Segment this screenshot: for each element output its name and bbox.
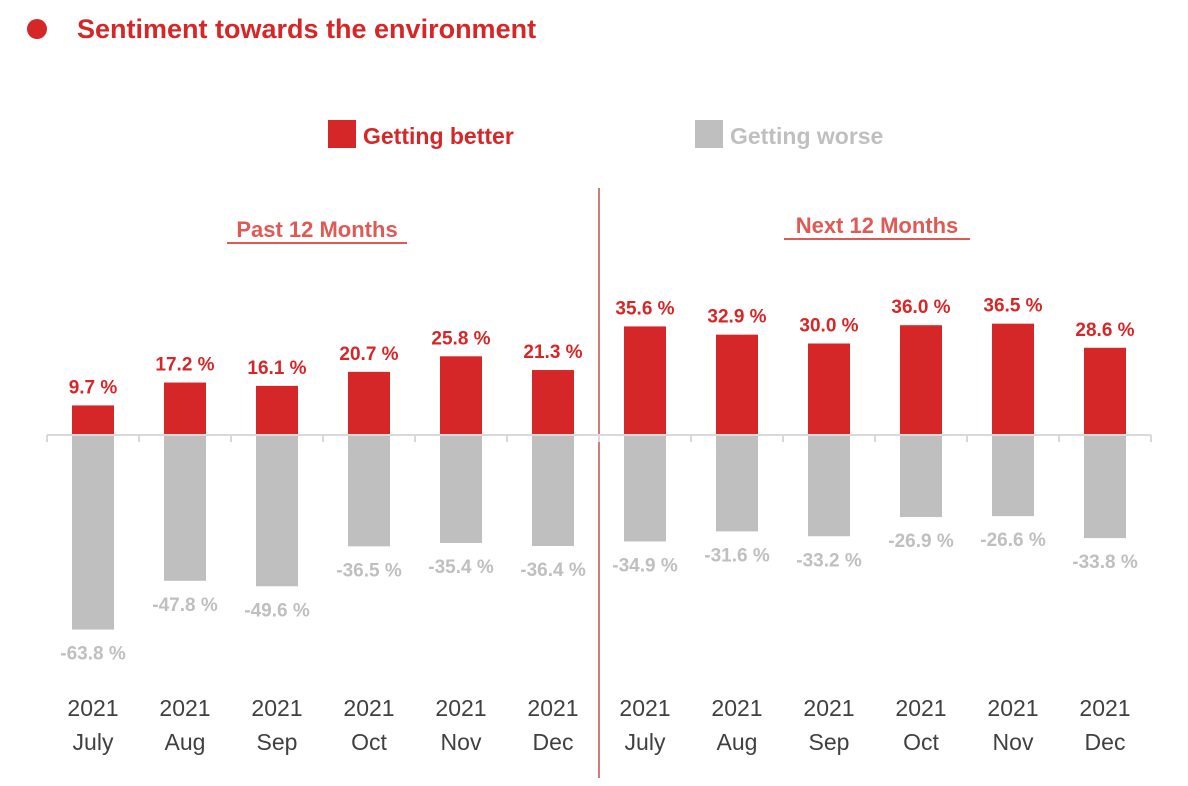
- label-getting-worse: -36.5 %: [336, 560, 402, 581]
- label-getting-better: 16.1 %: [247, 358, 306, 379]
- bar-getting-better: [440, 356, 482, 435]
- bar-getting-worse: [624, 435, 666, 542]
- tick-label-year: 2021: [619, 695, 670, 721]
- tick-label-month: Aug: [165, 729, 206, 755]
- tick-label-month: Dec: [533, 729, 574, 755]
- label-getting-worse: -36.4 %: [520, 560, 586, 581]
- tick-label-month: Nov: [441, 729, 482, 755]
- tick-label-month: Oct: [903, 729, 939, 755]
- bar-getting-worse: [440, 435, 482, 543]
- label-getting-worse: -26.9 %: [888, 531, 954, 552]
- label-getting-better: 32.9 %: [707, 307, 766, 328]
- label-getting-better: 36.5 %: [983, 296, 1042, 317]
- tick-label-month: July: [625, 729, 666, 755]
- label-getting-better: 30.0 %: [799, 316, 858, 337]
- bar-getting-better: [808, 343, 850, 435]
- label-getting-worse: -49.6 %: [244, 600, 310, 621]
- tick-label-year: 2021: [527, 695, 578, 721]
- category-labels: 2021 July 2021 Aug 2021 Sep 2021 Oct 2021 Nov 2021…: [67, 695, 1130, 755]
- value-labels: 9.7 % -63.8 % 17.2 % -47.8 % 16.1 % -49.6 % 20…: [60, 296, 1138, 665]
- title-bullet-icon: [27, 19, 47, 39]
- legend-worse-label: Getting worse: [730, 123, 883, 149]
- better-bars: [72, 323, 1126, 435]
- label-getting-better: 17.2 %: [155, 355, 214, 376]
- bar-getting-worse: [532, 435, 574, 547]
- bar-getting-better: [72, 405, 114, 435]
- tick-label-month: July: [73, 729, 114, 755]
- tick-label-month: Nov: [993, 729, 1034, 755]
- label-getting-better: 36.0 %: [891, 297, 950, 318]
- bar-getting-worse: [1084, 435, 1126, 539]
- tick-label-month: Aug: [717, 729, 758, 755]
- tick-label-year: 2021: [1079, 695, 1130, 721]
- label-getting-worse: -26.6 %: [980, 530, 1046, 551]
- legend-better-label: Getting better: [363, 123, 514, 149]
- label-getting-worse: -47.8 %: [152, 595, 218, 616]
- bar-getting-better: [1084, 347, 1126, 435]
- zero-axis: [46, 434, 1152, 442]
- legend-better-swatch: [328, 120, 356, 148]
- bar-getting-better: [348, 371, 390, 435]
- tick-label-year: 2021: [987, 695, 1038, 721]
- bar-getting-better: [992, 323, 1034, 435]
- bar-getting-worse: [716, 435, 758, 532]
- section-past-label: Past 12 Months: [236, 217, 397, 242]
- bar-getting-better: [900, 325, 942, 435]
- legend-worse-swatch: [695, 120, 723, 148]
- tick-label-year: 2021: [803, 695, 854, 721]
- bar-getting-worse: [992, 435, 1034, 517]
- tick-label-month: Oct: [351, 729, 387, 755]
- tick-label-year: 2021: [343, 695, 394, 721]
- bar-getting-worse: [164, 435, 206, 581]
- tick-label-year: 2021: [895, 695, 946, 721]
- tick-label-month: Sep: [257, 729, 298, 755]
- label-getting-worse: -34.9 %: [612, 555, 678, 576]
- tick-label-month: Dec: [1085, 729, 1126, 755]
- label-getting-worse: -33.2 %: [796, 550, 862, 571]
- label-getting-worse: -35.4 %: [428, 557, 494, 578]
- bar-getting-better: [532, 370, 574, 435]
- bar-getting-worse: [348, 435, 390, 547]
- tick-label-year: 2021: [67, 695, 118, 721]
- bar-getting-worse: [72, 435, 114, 630]
- bar-getting-worse: [900, 435, 942, 518]
- tick-label-month: Sep: [809, 729, 850, 755]
- label-getting-better: 9.7 %: [69, 377, 118, 398]
- bar-getting-better: [256, 385, 298, 435]
- tick-label-year: 2021: [159, 695, 210, 721]
- bar-getting-better: [716, 334, 758, 435]
- chart-title: Sentiment towards the environment: [77, 14, 536, 44]
- bar-getting-better: [624, 326, 666, 435]
- label-getting-better: 20.7 %: [339, 344, 398, 365]
- label-getting-better: 21.3 %: [523, 342, 582, 363]
- tick-label-year: 2021: [711, 695, 762, 721]
- bar-getting-better: [164, 382, 206, 435]
- label-getting-worse: -33.8 %: [1072, 552, 1138, 573]
- worse-bars: [72, 435, 1126, 630]
- label-getting-better: 35.6 %: [615, 298, 674, 319]
- bar-getting-worse: [256, 435, 298, 587]
- section-next-label: Next 12 Months: [796, 213, 959, 238]
- bar-getting-worse: [808, 435, 850, 537]
- label-getting-worse: -63.8 %: [60, 644, 126, 665]
- label-getting-worse: -31.6 %: [704, 545, 770, 566]
- tick-label-year: 2021: [435, 695, 486, 721]
- tick-label-year: 2021: [251, 695, 302, 721]
- label-getting-better: 25.8 %: [431, 328, 490, 349]
- label-getting-better: 28.6 %: [1075, 320, 1134, 341]
